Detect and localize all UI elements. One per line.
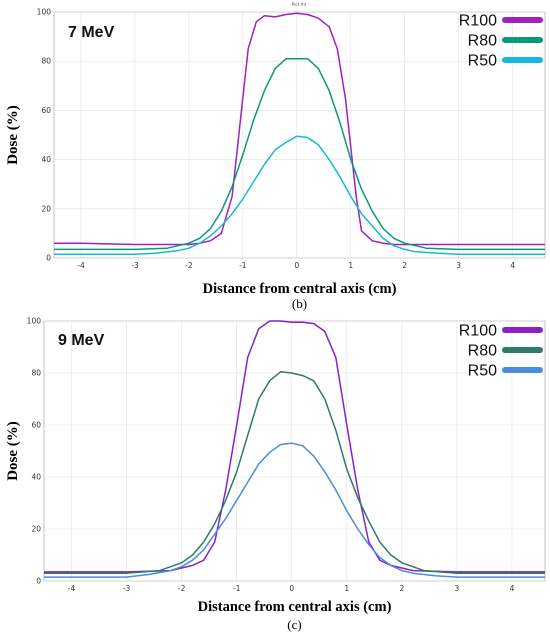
series-line-r50 bbox=[54, 135, 545, 256]
plot-area bbox=[43, 320, 546, 582]
series-line-r50 bbox=[44, 442, 545, 578]
x-tick-label: 0 bbox=[294, 261, 299, 270]
panel-caption: (c) bbox=[287, 617, 301, 632]
legend-label-r50: R50 bbox=[468, 363, 497, 380]
x-tick-label: -2 bbox=[178, 584, 186, 593]
legend-label-r80: R80 bbox=[468, 33, 497, 50]
panel-caption: (b) bbox=[292, 296, 307, 311]
legend-label-r100: R100 bbox=[459, 13, 497, 30]
y-tick-label: 80 bbox=[41, 57, 51, 66]
y-tick-label: 80 bbox=[31, 369, 41, 378]
x-tick-label: 1 bbox=[348, 261, 353, 270]
y-tick-label: 60 bbox=[31, 421, 41, 430]
x-tick-label: -4 bbox=[77, 261, 85, 270]
x-tick-label: 2 bbox=[399, 584, 404, 593]
x-axis-label: Distance from central axis (cm) bbox=[203, 281, 397, 297]
panel-title: 9 MeV bbox=[58, 332, 105, 349]
x-tick-label: 3 bbox=[455, 584, 460, 593]
x-tick-label: 1 bbox=[344, 584, 349, 593]
x-tick-label: -3 bbox=[123, 584, 131, 593]
x-tick-label: 4 bbox=[510, 261, 515, 270]
legend: R100 R80 R50 bbox=[459, 13, 543, 70]
y-tick-label: 100 bbox=[37, 8, 52, 17]
legend-label-r50: R50 bbox=[468, 53, 497, 70]
y-axis-label: Dose (%) bbox=[5, 105, 21, 165]
y-axis-label: Dose (%) bbox=[5, 421, 21, 481]
y-tick-label: 0 bbox=[46, 254, 51, 263]
x-tick-label: -4 bbox=[68, 584, 76, 593]
x-tick-label: 2 bbox=[402, 261, 407, 270]
x-tick-label: -1 bbox=[233, 584, 241, 593]
x-tick-label: -2 bbox=[185, 261, 193, 270]
y-tick-label: 40 bbox=[31, 473, 41, 482]
legend-label-r80: R80 bbox=[468, 343, 497, 360]
y-tick-label: 0 bbox=[36, 577, 41, 586]
x-tick-label: 0 bbox=[289, 584, 294, 593]
x-tick-label: 4 bbox=[510, 584, 515, 593]
y-tick-label: 100 bbox=[27, 317, 42, 326]
plot-area bbox=[53, 11, 546, 259]
series-line-r80 bbox=[54, 57, 545, 251]
series-line-r80 bbox=[44, 370, 545, 574]
y-tick-label: 60 bbox=[41, 106, 51, 115]
x-tick-label: -3 bbox=[131, 261, 139, 270]
x-tick-label: 3 bbox=[456, 261, 461, 270]
legend-label-r100: R100 bbox=[459, 323, 497, 340]
y-tick-label: 20 bbox=[31, 525, 41, 534]
y-tick-label: 20 bbox=[41, 204, 51, 213]
panel-title: 7 MeV bbox=[68, 24, 115, 41]
x-axis-label: Distance from central axis (cm) bbox=[198, 599, 392, 615]
series-line-r100 bbox=[44, 320, 545, 573]
y-tick-label: 40 bbox=[41, 155, 51, 164]
x-tick-label: -1 bbox=[239, 261, 247, 270]
plot-header: Plot #4 bbox=[292, 2, 307, 7]
legend: R100 R80 R50 bbox=[459, 323, 543, 380]
